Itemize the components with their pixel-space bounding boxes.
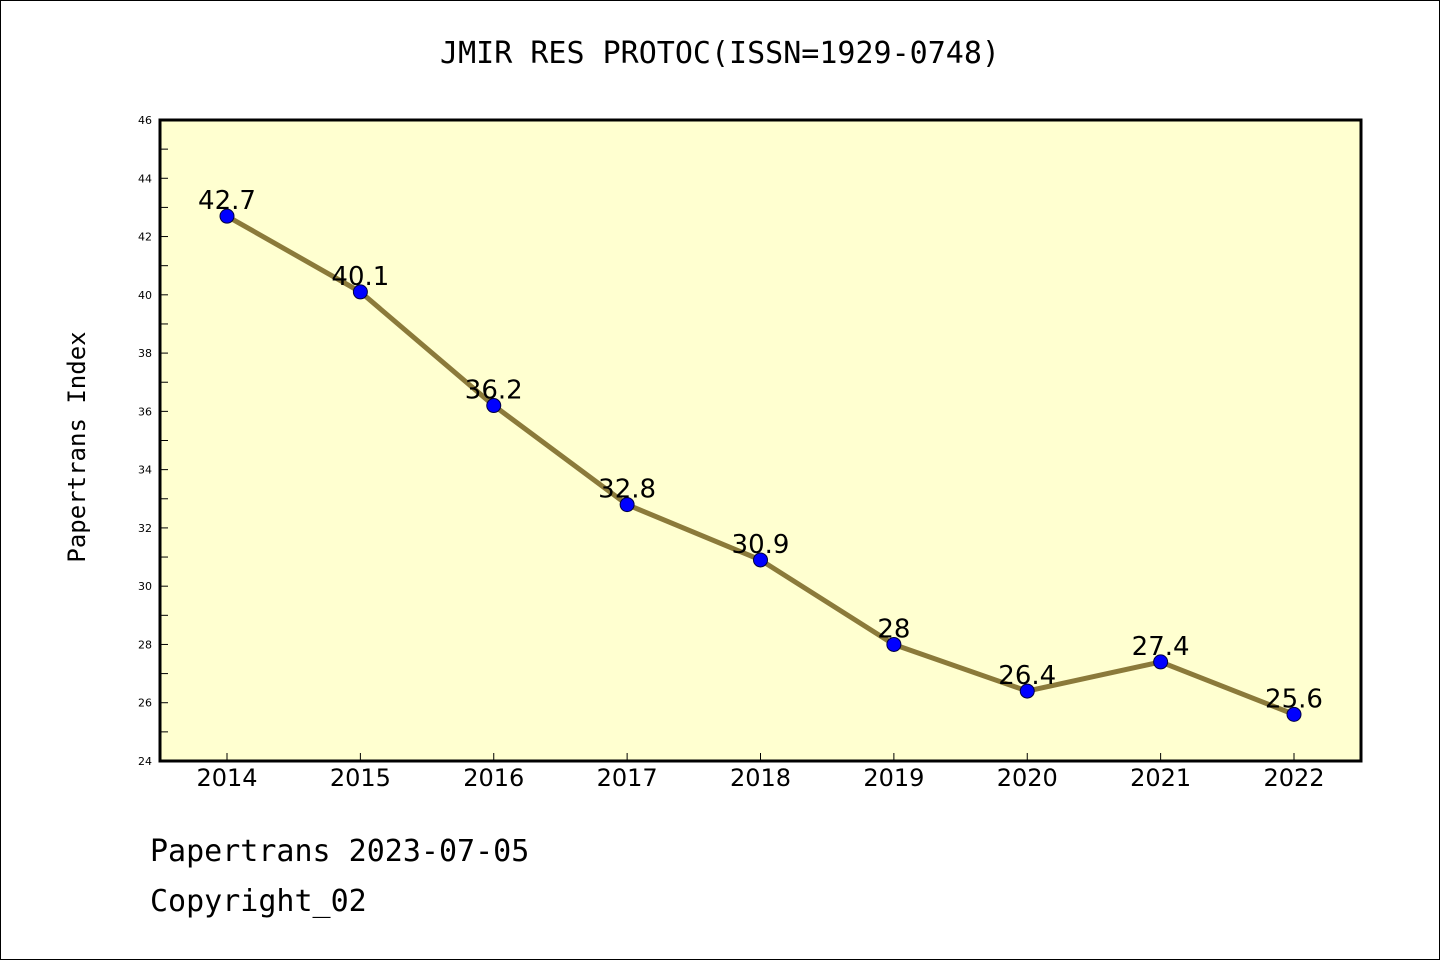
data-point [352,284,368,300]
footer-date: Papertrans 2023-07-05 [150,834,530,869]
x-tick-label: 2021 [1130,764,1191,792]
data-label: 27.4 [1132,632,1190,662]
data-label: 40.1 [331,262,389,292]
x-axis: 2014 2015 2016 2017 2018 2019 2020 2021 2022 [196,753,1325,792]
data-label: 42.7 [198,186,256,216]
data-point [219,208,235,224]
data-labels: 42.7 40.1 36.2 32.8 30.9 28 26.4 27.4 25.6 [198,186,1323,714]
data-point [1286,706,1302,722]
y-tick-label: 32 [138,522,152,535]
y-tick-label: 30 [138,580,152,593]
data-label: 26.4 [998,661,1056,691]
x-tick-label: 2017 [597,764,658,792]
x-tick-label: 2019 [863,764,924,792]
y-tick-label: 34 [138,464,152,477]
data-point [1019,683,1035,699]
data-label: 36.2 [465,376,523,406]
y-tick-label: 36 [138,405,152,418]
x-tick-label: 2014 [196,764,257,792]
y-tick-label: 40 [138,289,152,302]
x-tick-label: 2022 [1263,764,1324,792]
x-tick-label: 2015 [330,764,391,792]
y-axis: 24 26 28 30 32 34 36 38 40 42 44 46 [138,114,168,768]
data-label: 28 [877,614,910,644]
data-points [219,208,1302,722]
data-point [486,398,502,414]
y-tick-label: 26 [138,697,152,710]
y-tick-label: 44 [138,172,152,185]
x-tick-label: 2016 [463,764,524,792]
data-point [886,636,902,652]
data-label: 32.8 [598,475,656,505]
plot-area [158,118,1363,763]
y-tick-label: 42 [138,231,152,244]
data-label: 25.6 [1265,684,1323,714]
x-tick-label: 2020 [997,764,1058,792]
footer-copyright: Copyright_02 [150,884,367,919]
y-tick-label: 46 [138,114,152,127]
chart-title: JMIR RES PROTOC(ISSN=1929-0748) [440,36,1000,71]
data-label: 30.9 [732,530,790,560]
y-tick-label: 38 [138,347,152,360]
data-point [753,552,768,568]
data-point [619,497,635,513]
y-tick-label: 28 [138,638,152,651]
y-tick-label: 24 [138,755,152,768]
data-point [1153,654,1169,670]
x-tick-label: 2018 [730,764,791,792]
